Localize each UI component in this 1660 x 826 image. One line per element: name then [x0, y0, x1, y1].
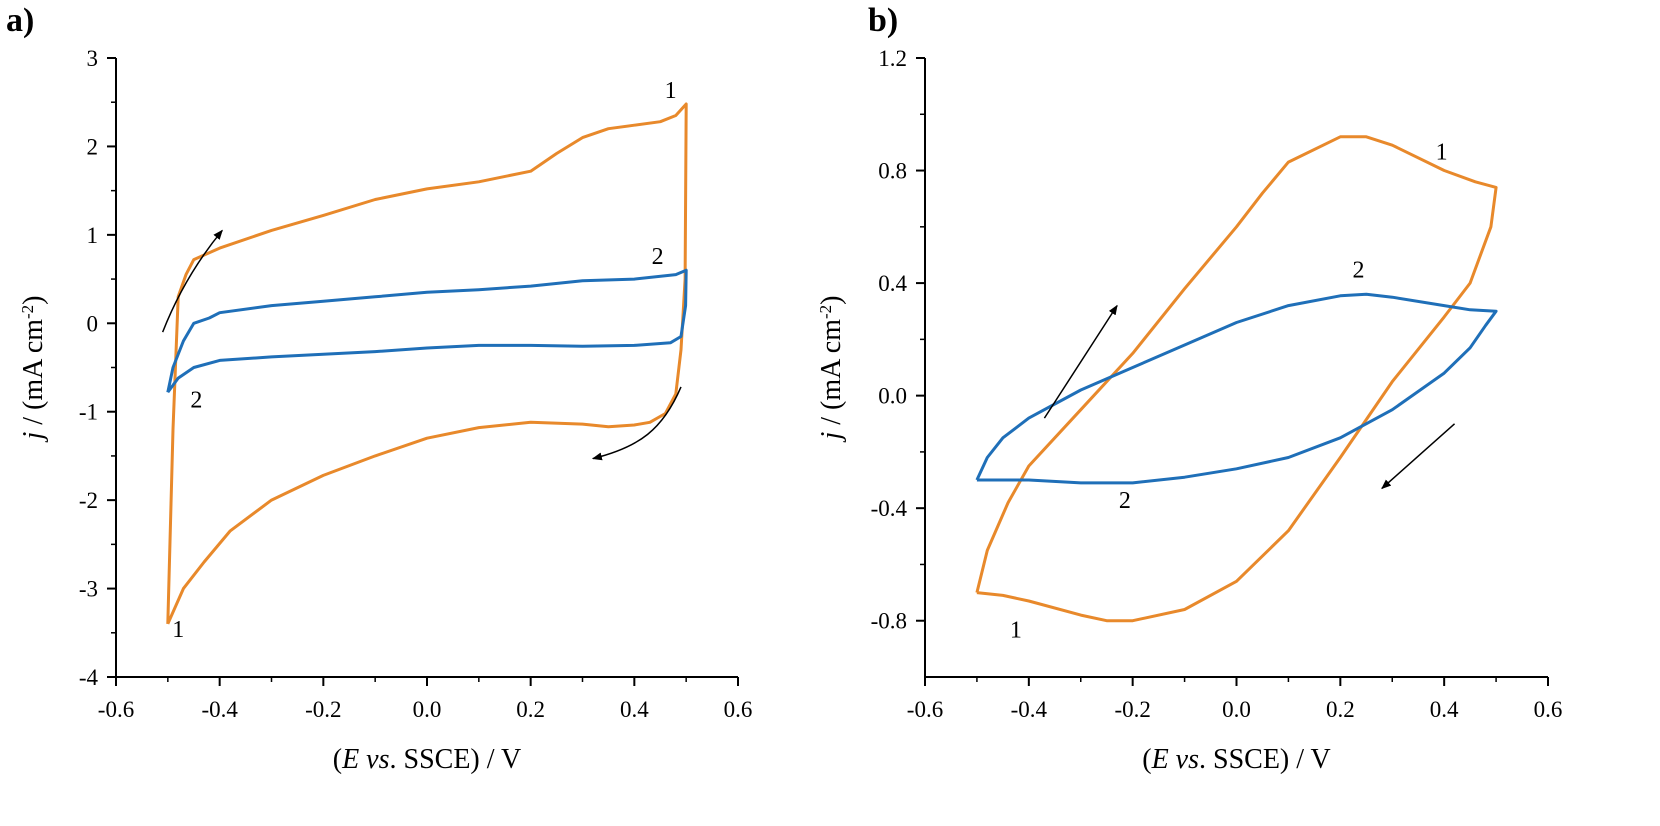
panel-label-b: b) — [868, 2, 899, 39]
x-axis-title: (E vs. SSCE) / V — [333, 744, 522, 775]
x-tick-label: -0.2 — [1114, 697, 1150, 722]
y-tick-label: -3 — [79, 577, 98, 602]
x-tick-label: 0.2 — [516, 697, 545, 722]
scan-direction-arrow — [591, 386, 682, 461]
x-axis-title: (E vs. SSCE) / V — [1142, 744, 1331, 775]
curve-number-label: 1 — [172, 617, 184, 643]
y-tick-label: 1 — [87, 223, 99, 248]
y-tick-label: -0.8 — [871, 609, 907, 634]
series-curve-2 — [975, 292, 1498, 485]
x-tick-label: -0.6 — [907, 697, 943, 722]
series-curve-1 — [166, 102, 688, 625]
y-tick-label: 0 — [87, 311, 99, 336]
x-tick-label: 0.2 — [1326, 697, 1355, 722]
y-tick-label: 1.2 — [878, 46, 907, 71]
y-tick-label: 0.8 — [878, 159, 907, 184]
scan-direction-arrow — [1381, 423, 1456, 490]
chart-a: -0.6 -0.4 -0.2 0.0 0.2 0.4 0.6 -4 -3 -2 -1 0 1 2 3 (E v… — [18, 46, 753, 775]
curve-number-label: 2 — [190, 387, 202, 413]
curve-number-label: 1 — [665, 78, 677, 104]
y-tick-label: 3 — [87, 46, 99, 71]
x-tick-label: 0.0 — [413, 697, 442, 722]
y-tick-label: 0.0 — [878, 384, 907, 409]
curve-number-label: 1 — [1010, 618, 1022, 644]
curve-number-label: 1 — [1436, 139, 1448, 165]
y-tick-label: -2 — [79, 488, 98, 513]
x-tick-label: 0.6 — [724, 697, 753, 722]
scan-direction-arrow — [1043, 304, 1118, 419]
y-axis-title: j / (mA cm-2) — [18, 295, 50, 442]
chart-b: -0.6 -0.4 -0.2 0.0 0.2 0.4 0.6 -0.8 -0.4 0.0 0.4 0.… — [816, 46, 1563, 775]
scan-direction-arrow — [161, 229, 223, 333]
x-tick-label: 0.4 — [620, 697, 649, 722]
curve-number-label: 2 — [1353, 257, 1365, 283]
curve-number-label: 2 — [652, 244, 664, 270]
x-tick-label: 0.0 — [1222, 697, 1251, 722]
x-tick-label: 0.6 — [1534, 697, 1563, 722]
x-tick-label: -0.4 — [1011, 697, 1048, 722]
y-tick-label: -0.4 — [871, 496, 908, 521]
curve-number-label: 2 — [1119, 488, 1131, 514]
series-curve-2 — [166, 268, 688, 394]
x-tick-label: -0.4 — [201, 697, 238, 722]
series-curve-1 — [975, 135, 1498, 623]
y-axis-title: j / (mA cm-2) — [816, 295, 848, 442]
y-tick-label: -1 — [79, 400, 98, 425]
y-tick-label: 0.4 — [878, 271, 907, 296]
x-tick-label: 0.4 — [1430, 697, 1459, 722]
x-tick-label: -0.2 — [305, 697, 341, 722]
y-tick-label: 2 — [87, 134, 99, 159]
x-tick-label: -0.6 — [98, 697, 134, 722]
panel-label-a: a) — [6, 2, 35, 39]
y-tick-label: -4 — [79, 665, 99, 690]
